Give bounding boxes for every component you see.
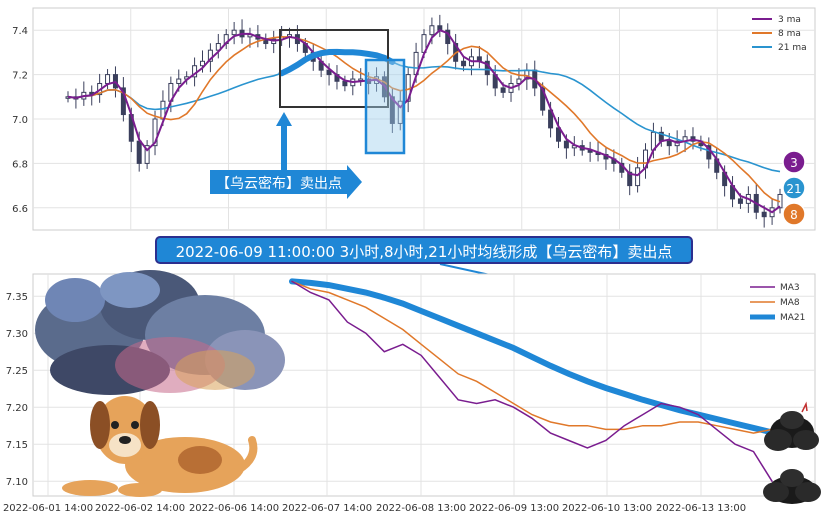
top-ma-lines — [67, 29, 781, 214]
bottom-x-axis: 2022-06-01 14:00 2022-06-02 14:00 2022-06-… — [3, 503, 746, 514]
bottom-y-tick-3: 7.25 — [6, 366, 28, 377]
top-y-tick-1: 6.8 — [12, 159, 28, 170]
bottom-y-axis: 7.10 7.15 7.20 7.25 7.30 7.35 — [6, 292, 28, 488]
top-legend: 3 ma 8 ma 21 ma — [752, 15, 807, 53]
black-cloud-icon-upper — [764, 401, 819, 451]
bottom-series-line-MA3 — [291, 280, 773, 482]
top-candle-body-17 — [199, 60, 205, 67]
top-y-tick-3: 7.2 — [12, 71, 28, 82]
badge-ma3-label: 3 — [790, 156, 798, 170]
bottom-x-tick-6: 2022-06-10 13:00 — [562, 503, 652, 514]
bottom-x-tick-2: 2022-06-06 14:00 — [189, 503, 279, 514]
top-y-axis: 6.6 6.8 7.0 7.2 7.4 — [12, 26, 28, 215]
pattern-highlight-box — [279, 29, 389, 108]
top-candle-body-46 — [429, 25, 435, 36]
top-candle-body-42 — [397, 100, 403, 124]
bottom-x-tick-3: 2022-06-07 14:00 — [282, 503, 372, 514]
top-y-tick-2: 7.0 — [12, 115, 28, 126]
bottom-x-tick-0: 2022-06-01 14:00 — [3, 503, 93, 514]
top-candle-body-63 — [563, 140, 569, 149]
bottom-panel: 7.10 7.15 7.20 7.25 7.30 7.35 2022-06-01 14:0… — [3, 270, 821, 514]
top-candle-body-41 — [389, 96, 395, 124]
dog-illustration — [62, 396, 258, 497]
top-ma21-highlight — [278, 48, 396, 77]
badge-ma8-label: 8 — [790, 208, 798, 222]
top-series-line-21-ma — [67, 51, 781, 173]
top-series-line-3-ma — [67, 29, 781, 214]
signal-highlight-box — [364, 58, 406, 155]
top-legend-label-1: 8 ma — [778, 29, 801, 39]
storm-cloud-illustration — [35, 270, 285, 395]
bottom-y-tick-2: 7.20 — [6, 403, 28, 414]
top-y-tick-4: 7.4 — [12, 26, 28, 37]
top-candle-body-55 — [500, 87, 506, 93]
top-candle-body-57 — [516, 78, 522, 84]
top-candle-body-85 — [737, 198, 743, 204]
signal-banner: 2022-06-09 11:00:00 3小时,8小时,21小时均线形成【乌云密… — [155, 236, 693, 264]
top-candle-body-76 — [666, 140, 672, 147]
bottom-legend-label-2: MA21 — [780, 313, 805, 323]
top-y-tick-0: 6.6 — [12, 204, 28, 215]
top-candle-body-11 — [152, 118, 158, 147]
black-cloud-icon-lower — [763, 469, 821, 504]
bottom-legend-label-0: MA3 — [780, 283, 800, 293]
top-candle-body-71 — [627, 171, 633, 187]
top-candle-body-33 — [326, 69, 332, 76]
top-legend-label-2: 21 ma — [778, 43, 807, 53]
bottom-x-tick-5: 2022-06-09 13:00 — [469, 503, 559, 514]
bottom-y-tick-1: 7.15 — [6, 440, 28, 451]
top-candle-body-14 — [176, 78, 182, 84]
bottom-series-line-MA8 — [291, 280, 773, 434]
bottom-ma-lines — [289, 278, 775, 482]
pattern-callout: 【乌云密布】卖出点 — [210, 165, 362, 199]
bottom-y-tick-4: 7.30 — [6, 329, 28, 340]
badge-ma8: 8 — [782, 202, 806, 226]
badge-ma21: 21 — [782, 176, 806, 200]
top-panel: 6.6 6.8 7.0 7.2 7.4 【乌云密布】卖出点 3 ma 8 ma 21 ma — [12, 7, 816, 231]
top-candle-body-88 — [761, 211, 767, 218]
top-candle-body-19 — [215, 43, 221, 51]
top-candle-body-10 — [144, 145, 150, 164]
top-candle-body-50 — [461, 60, 467, 67]
top-candle-body-21 — [231, 29, 237, 36]
bottom-series-line-MA21 — [289, 278, 775, 436]
top-candle-body-35 — [342, 80, 348, 87]
pattern-label: 【乌云密布】卖出点 — [216, 175, 342, 192]
badge-ma21-label: 21 — [786, 182, 801, 196]
up-arrow — [276, 112, 292, 170]
badge-ma3: 3 — [782, 150, 806, 174]
top-candle-body-7 — [120, 87, 126, 116]
bottom-y-tick-0: 7.10 — [6, 477, 28, 488]
bottom-x-tick-7: 2022-06-13 13:00 — [656, 503, 746, 514]
top-series-line-8-ma — [67, 36, 781, 203]
bottom-x-tick-4: 2022-06-08 13:00 — [376, 503, 466, 514]
top-candle-body-18 — [207, 49, 213, 62]
top-candle-body-9 — [136, 140, 142, 164]
bottom-legend: MA3 MA8 MA21 — [750, 283, 805, 323]
top-candle-body-5 — [105, 74, 111, 84]
bottom-legend-label-1: MA8 — [780, 298, 800, 308]
bottom-y-tick-5: 7.35 — [6, 292, 28, 303]
top-candle-body-72 — [635, 167, 641, 187]
bottom-x-tick-1: 2022-06-02 14:00 — [95, 503, 185, 514]
top-legend-label-0: 3 ma — [778, 15, 801, 25]
